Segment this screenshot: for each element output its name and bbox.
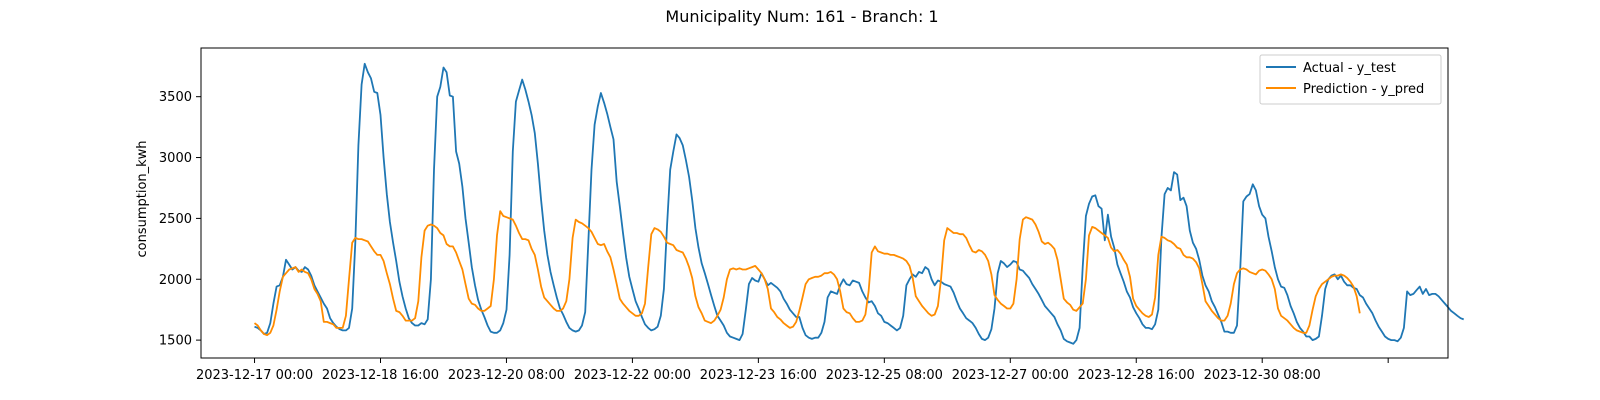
x-axis: 2023-12-17 00:00 2023-12-18 16:00 2023-12-… [196,358,1389,383]
x-tick-label: 2023-12-30 08:00 [1204,368,1321,383]
y-tick-label: 2500 [159,212,192,227]
y-axis: 1500 2000 2500 3000 3500 [159,90,201,349]
x-tick-label: 2023-12-17 00:00 [196,368,313,383]
chart-title: Municipality Num: 161 - Branch: 1 [665,7,938,26]
x-tick-label: 2023-12-27 00:00 [952,368,1069,383]
y-tick-label: 2000 [159,273,192,288]
y-tick-label: 1500 [159,334,192,349]
plot-content [253,62,1465,345]
x-tick-label: 2023-12-28 16:00 [1078,368,1195,383]
legend-label-actual: Actual - y_test [1303,61,1396,76]
y-tick-label: 3000 [159,151,192,166]
series-line-prediction [253,210,1361,337]
legend-label-prediction: Prediction - y_pred [1303,82,1424,97]
x-tick-label: 2023-12-25 08:00 [826,368,943,383]
x-tick-label: 2023-12-18 16:00 [322,368,439,383]
series-line-actual [254,62,1465,345]
x-tick-label: 2023-12-23 16:00 [700,368,817,383]
y-tick-label: 3500 [159,90,192,105]
x-tick-label: 2023-12-22 00:00 [574,368,691,383]
plot-frame [200,47,1449,359]
x-tick-label: 2023-12-20 08:00 [448,368,565,383]
legend: Actual - y_test Prediction - y_pred [1259,54,1442,105]
y-axis-label: consumption_kwh [135,140,150,257]
legend-frame [1259,54,1442,105]
